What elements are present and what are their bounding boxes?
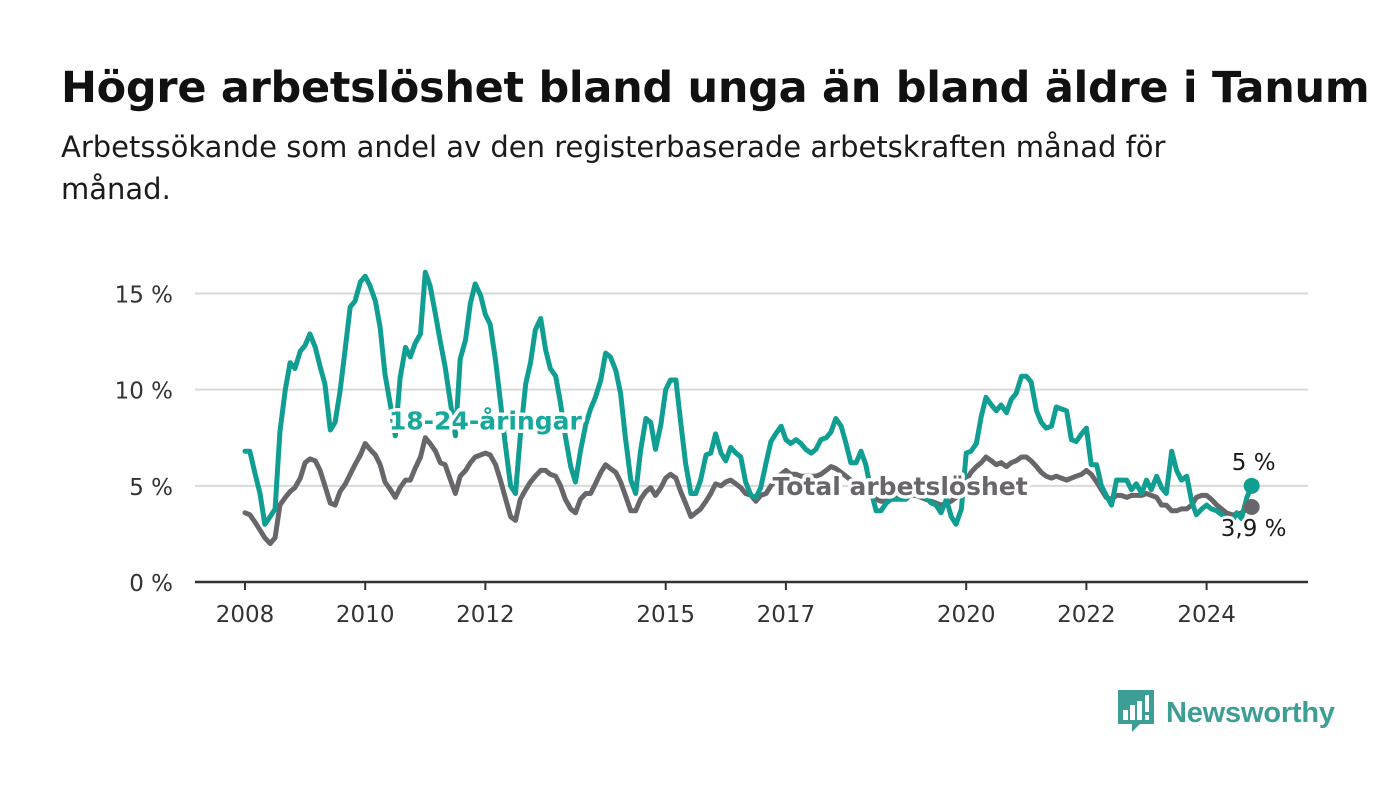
series-label: 18-24-åringar xyxy=(389,406,583,435)
annotation-labels: 5 % 3,9 % 18-24-åringar Total arbetslöshet xyxy=(385,403,1289,545)
y-tick-label: 5 % xyxy=(129,475,173,501)
y-tick-labels: 0 % 5 % 10 % 15 % xyxy=(115,282,173,597)
chart-title: Högre arbetslöshet bland unga än bland ä… xyxy=(61,63,1370,113)
end-point-total xyxy=(1243,498,1260,515)
x-tick-label: 2012 xyxy=(456,602,515,628)
newsworthy-logo-text: Newsworthy xyxy=(1166,696,1335,729)
x-tick-label: 2020 xyxy=(937,602,996,628)
newsworthy-logo[interactable]: Newsworthy xyxy=(1118,690,1335,736)
end-point-youth xyxy=(1243,477,1260,494)
x-tick-label: 2022 xyxy=(1057,602,1116,628)
newsworthy-logo-icon xyxy=(1118,690,1154,732)
x-tick-label: 2015 xyxy=(636,602,695,628)
gridlines xyxy=(195,292,1308,584)
series-line-youth xyxy=(242,269,1255,527)
chart-subtitle: Arbetssökande som andel av den registerb… xyxy=(61,130,1166,206)
x-tick-labels: 2008 2010 2012 2015 2017 2020 2022 2024 xyxy=(216,582,1236,628)
y-tick-label: 10 % xyxy=(115,379,173,405)
x-tick-label: 2010 xyxy=(336,602,395,628)
end-value-label: 5 % xyxy=(1232,450,1276,476)
series-lines xyxy=(242,269,1255,546)
end-value-label: 3,9 % xyxy=(1221,516,1287,542)
x-tick-label: 2024 xyxy=(1177,602,1236,628)
y-tick-label: 15 % xyxy=(115,282,173,308)
y-tick-label: 0 % xyxy=(129,571,173,597)
x-tick-label: 2017 xyxy=(757,602,816,628)
x-tick-label: 2008 xyxy=(216,602,275,628)
series-label: Total arbetslöshet xyxy=(772,472,1027,501)
